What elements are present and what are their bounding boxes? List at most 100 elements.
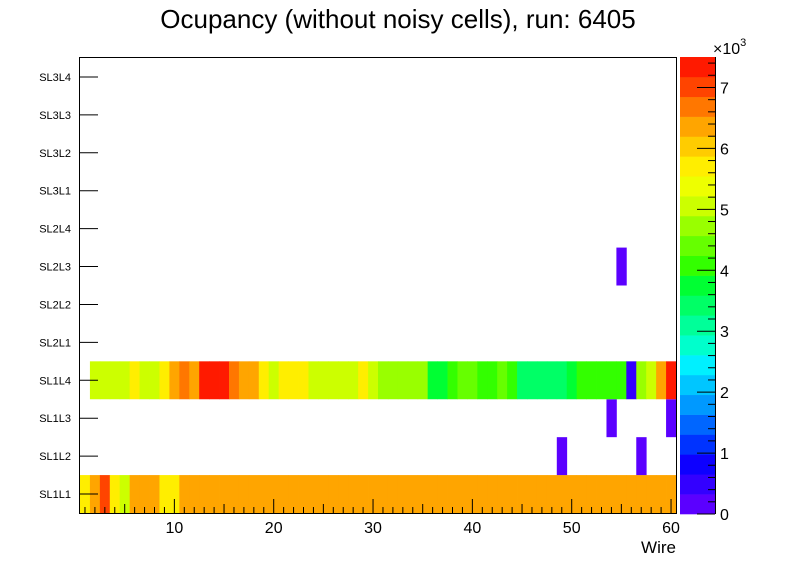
heatmap-cell (199, 475, 210, 513)
palette-band (680, 275, 715, 296)
heatmap-cell (368, 361, 379, 400)
heatmap-cell (626, 475, 637, 513)
heatmap-cell (109, 475, 121, 513)
heatmap-cell (626, 361, 637, 400)
x-tick-label: 50 (563, 520, 581, 537)
palette-band (680, 374, 715, 396)
heatmap-cell (378, 361, 389, 400)
heatmap-cell (407, 361, 419, 400)
heatmap-cell (229, 475, 240, 513)
heatmap-cell (616, 247, 627, 286)
heatmap-cell (566, 361, 578, 400)
heatmap-cell (219, 361, 230, 400)
heatmap-cell (527, 361, 538, 400)
palette-band (680, 295, 715, 316)
heatmap-cell (527, 475, 538, 513)
heatmap-cell (258, 475, 270, 513)
heatmap-cell (348, 475, 359, 513)
heatmap-cell (397, 361, 409, 400)
y-tick-label: SL1L3 (39, 413, 71, 425)
palette-band (680, 156, 715, 177)
heatmap-cell (109, 361, 121, 400)
heatmap-cell (427, 361, 438, 400)
heatmap-cell (139, 475, 150, 513)
heatmap-cell (358, 475, 369, 513)
heatmap-cell (606, 399, 617, 438)
y-axis: SL1L1 SL1L2 SL1L3 SL1L4 SL2L1 SL2L2 SL2L3 SL2L4… (39, 72, 98, 501)
color-axis-exponent: 3 (740, 37, 746, 49)
color-tick-label: 2 (720, 385, 729, 402)
color-tick-label: 4 (720, 263, 729, 280)
heatmap-cell (268, 361, 280, 400)
heatmap-cell (566, 475, 578, 513)
palette-band (680, 196, 715, 217)
heatmap-cell (338, 361, 349, 400)
heatmap-cell (278, 475, 289, 513)
heatmap-cell (308, 475, 319, 513)
heatmap-cell (238, 361, 250, 400)
color-tick-label: 7 (720, 80, 729, 97)
y-tick-label: SL1L4 (39, 375, 71, 387)
heatmap-cell (546, 475, 558, 513)
heatmap-cell (288, 475, 299, 513)
heatmap-cell (159, 361, 170, 400)
heatmap-cell (457, 475, 468, 513)
palette-band (680, 474, 715, 495)
heatmap-cell (596, 361, 607, 400)
heatmap-cell (209, 361, 220, 400)
heatmap-cell (417, 361, 429, 400)
heatmap-cell (368, 475, 379, 513)
color-axis: 0 1 2 3 4 5 6 7 (697, 57, 729, 524)
heatmap-cell (358, 361, 369, 400)
heatmap-cell (447, 361, 458, 400)
heatmap-cell (586, 361, 597, 400)
heatmap-cell (546, 361, 558, 400)
heatmap-cell (616, 361, 627, 400)
heatmap-cell (407, 475, 419, 513)
heatmap-cell (288, 361, 299, 400)
heatmap-cell (378, 475, 389, 513)
heatmap-cell (487, 361, 498, 400)
heatmap-cell (457, 361, 468, 400)
heatmap-cell (179, 361, 190, 400)
x-tick-label: 10 (165, 520, 183, 537)
color-tick-label: 3 (720, 324, 729, 341)
heatmap-cell (219, 475, 230, 513)
heatmap-cell (159, 475, 170, 513)
heatmap-cell (536, 475, 548, 513)
palette-band (680, 494, 715, 515)
heatmap-cell (238, 475, 250, 513)
heatmap-cell (666, 361, 677, 400)
palette-band (680, 394, 715, 415)
heatmap-cell (507, 475, 518, 513)
heatmap-cell (536, 361, 548, 400)
heatmap-cell (99, 361, 111, 400)
palette-band (680, 335, 715, 356)
y-tick-label: SL3L3 (39, 110, 71, 122)
color-tick-label: 1 (720, 446, 729, 463)
heatmap-cell (298, 475, 309, 513)
heatmap-cell (189, 475, 200, 513)
x-tick-label: 40 (463, 520, 481, 537)
heatmap-cell (298, 361, 309, 400)
y-tick-label: SL3L4 (39, 72, 71, 84)
palette-band (680, 315, 715, 336)
heatmap-cell (149, 361, 160, 400)
heatmap-cell (517, 361, 528, 400)
heatmap-cell (636, 437, 647, 476)
palette-band (680, 96, 715, 117)
heatmap-cell (556, 437, 568, 476)
heatmap-cell (338, 475, 349, 513)
color-axis-multiplier-label: ×10 (713, 41, 740, 58)
heatmap-cell (397, 475, 409, 513)
heatmap-cell (348, 361, 359, 400)
heatmap-cell (616, 475, 627, 513)
heatmap-cell (209, 475, 220, 513)
color-tick-label: 6 (720, 141, 729, 158)
x-axis-label: Wire (641, 538, 676, 557)
heatmap-cell (229, 361, 240, 400)
heatmap-cell (387, 475, 399, 513)
heatmap-cell (169, 361, 180, 400)
heatmap-cell (99, 475, 111, 513)
x-tick-label: 60 (662, 520, 680, 537)
